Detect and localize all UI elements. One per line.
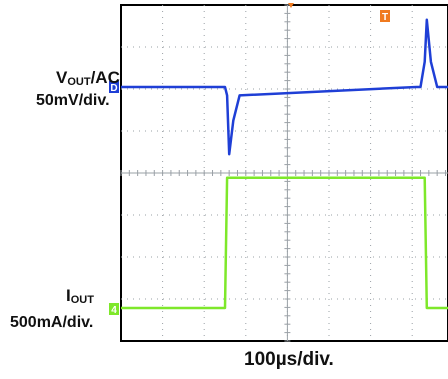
- current-label-sub: OUT: [70, 294, 94, 306]
- current-channel-marker: [109, 303, 119, 315]
- voltage-channel-marker-label: D: [110, 83, 117, 94]
- current-channel-marker-label: 4: [111, 305, 117, 316]
- trigger-marker-label: T: [382, 12, 388, 23]
- current-trace: [121, 176, 448, 310]
- graticule: [120, 4, 448, 342]
- current-channel-label: IOUT: [66, 286, 94, 306]
- voltage-scale-label: 50mV/div.: [36, 92, 110, 109]
- current-scale-label: 500mA/div.: [10, 314, 94, 331]
- voltage-trace: [121, 18, 448, 156]
- voltage-channel-marker: [109, 81, 119, 93]
- voltage-label-main: V: [56, 68, 68, 87]
- time-reference-marker: [288, 3, 294, 8]
- waveform-traces: [121, 18, 448, 310]
- grid-lines: [120, 4, 448, 342]
- time-scale-label: 100µs/div.: [244, 349, 334, 370]
- voltage-channel-label: VOUT/AC: [56, 68, 120, 88]
- trigger-marker: [380, 10, 390, 22]
- voltage-label-sub: OUT: [67, 76, 91, 88]
- current-label-main: I: [66, 286, 71, 305]
- voltage-label-rest: /AC: [90, 68, 120, 87]
- channel-markers: D 4 T: [109, 3, 390, 316]
